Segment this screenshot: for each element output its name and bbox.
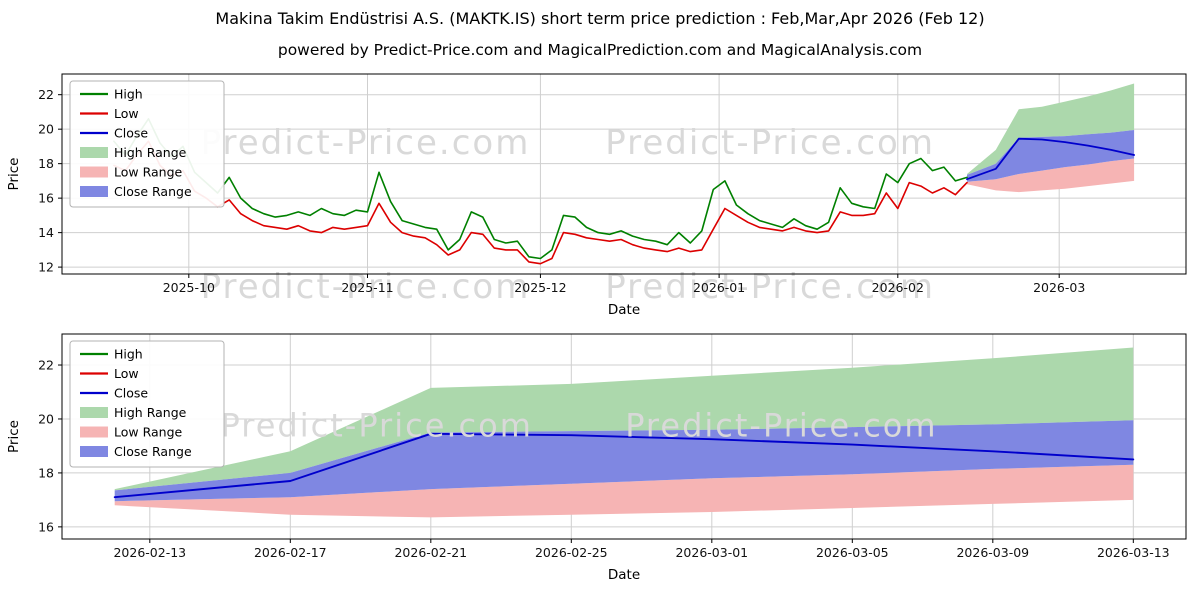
high-range-band	[114, 347, 1134, 491]
x-tick-label: 2026-02	[872, 280, 924, 295]
low-range-band	[114, 464, 1134, 518]
legend-label-low_range: Low Range	[114, 425, 183, 440]
watermark-text: Predict-Price.com	[625, 407, 937, 445]
price-history-chart: Predict-Price.com Predict-Price.com Predic…	[0, 66, 1200, 326]
legend-label-high_range: High Range	[114, 145, 187, 160]
price-prediction-chart: Predict-Price.com Predict-Price.com 2026-0…	[0, 328, 1200, 600]
x-tick-label: 2025-10	[163, 280, 215, 295]
low-range-band	[967, 158, 1135, 193]
x-tick-label: 2026-02-21	[394, 545, 467, 560]
x-axis-label: Date	[608, 567, 640, 583]
close-range-band	[114, 420, 1134, 502]
legend-label-low: Low	[114, 106, 139, 121]
legend-label-high: High	[114, 347, 143, 362]
y-tick-label: 18	[38, 156, 54, 171]
legend-sample-low_range	[80, 426, 108, 438]
prediction-chart-svg: Predict-Price.com Predict-Price.com 2026-0…	[6, 333, 1187, 583]
x-tick-label: 2026-02-13	[113, 545, 186, 560]
y-tick-label: 16	[38, 191, 54, 206]
chart-title: Makina Takim Endüstrisi A.S. (MAKTK.IS) …	[215, 9, 985, 28]
y-axis-label: Price	[6, 420, 22, 453]
legend-sample-close_range	[80, 446, 108, 457]
close-range-band	[967, 130, 1135, 182]
y-tick-label: 22	[38, 358, 54, 373]
close-line	[113, 432, 1135, 499]
plot-border	[61, 73, 1187, 275]
x-tick-label: 2025-12	[514, 280, 566, 295]
legend-sample-low_range	[80, 166, 108, 178]
history-chart-svg: Predict-Price.com Predict-Price.comPredic…	[6, 73, 1187, 318]
x-tick-label: 2026-02-25	[535, 545, 608, 560]
plot-border	[61, 333, 1187, 540]
y-axis-label: Price	[6, 158, 22, 191]
y-tick-label: 20	[38, 122, 54, 137]
watermark-text: Predict-Price.com	[605, 123, 935, 163]
watermark-text: Predict-Price.com	[201, 123, 531, 163]
y-tick-label: 16	[38, 519, 54, 534]
close-line	[966, 137, 1135, 181]
legend-box	[69, 340, 225, 468]
legend-label-low: Low	[114, 366, 139, 381]
high-range-band	[967, 83, 1135, 175]
high-line	[113, 117, 968, 260]
y-tick-label: 18	[38, 465, 54, 480]
y-tick-label: 12	[38, 260, 54, 275]
x-tick-label: 2026-03-05	[816, 545, 889, 560]
legend-label-close: Close	[114, 126, 148, 141]
legend-label-close_range: Close Range	[114, 444, 192, 459]
legend-box	[69, 80, 225, 208]
chart-subtitle: powered by Predict-Price.com and Magical…	[277, 41, 923, 59]
x-tick-label: 2026-01	[693, 280, 745, 295]
low-line	[113, 140, 968, 265]
y-tick-label: 22	[38, 87, 54, 102]
legend-sample-high_range	[80, 407, 108, 418]
y-tick-label: 14	[38, 225, 54, 240]
legend-label-high_range: High Range	[114, 405, 187, 420]
x-tick-label: 2026-03-09	[956, 545, 1029, 560]
legend-label-high: High	[114, 87, 143, 102]
x-axis-label: Date	[608, 302, 640, 318]
x-tick-label: 2026-03-13	[1097, 545, 1170, 560]
x-tick-label: 2026-03-01	[675, 545, 748, 560]
legend-sample-close_range	[80, 186, 108, 197]
watermark-text: Predict-Price.com	[221, 407, 533, 445]
y-tick-label: 20	[38, 411, 54, 426]
legend-label-low_range: Low Range	[114, 165, 183, 180]
x-tick-label: 2025-11	[341, 280, 393, 295]
legend-label-close_range: Close Range	[114, 184, 192, 199]
legend-label-close: Close	[114, 386, 148, 401]
legend-sample-high_range	[80, 147, 108, 158]
x-tick-label: 2026-02-17	[254, 545, 327, 560]
x-tick-label: 2026-03	[1033, 280, 1085, 295]
